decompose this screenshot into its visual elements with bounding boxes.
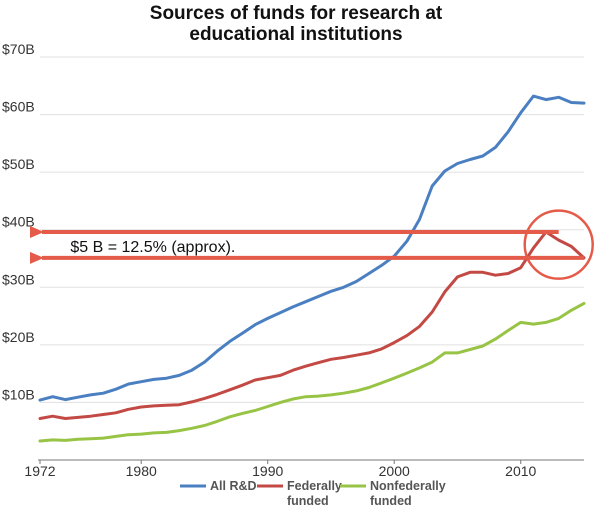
legend-label-federally-funded: Federally funded [287, 479, 342, 508]
x-tick-label: 2010 [505, 463, 536, 479]
y-tick-label: $70B [2, 41, 35, 57]
annotations: $5 B = 12.5% (approx). [30, 209, 594, 280]
series-line-nonfederally-funded [38, 301, 586, 443]
chart-title-line-2: educational institutions [189, 24, 402, 45]
chart-title-line-1: Sources of funds for research at [150, 3, 443, 24]
annotation-text: $5 B = 12.5% (approx). [70, 239, 235, 256]
y-tick-label: $30B [2, 271, 35, 287]
y-tick-label: $40B [2, 214, 35, 230]
x-tick-label: 1990 [252, 463, 283, 479]
series-line-federally-funded [38, 230, 586, 420]
x-tick-label: 2000 [379, 463, 410, 479]
series-line-all-r-d [38, 94, 586, 402]
x-tick-label: 1980 [126, 463, 157, 479]
y-tick-label: $20B [2, 329, 35, 345]
legend-label-all-r-d: All R&D [210, 479, 257, 493]
legend: All R&D Federally funded Nonfederally funded [180, 479, 446, 508]
y-tick-label: $50B [2, 156, 35, 172]
legend-label-nonfederally-funded: Nonfederally funded [370, 479, 446, 508]
x-axis: 1972 1980 1990 2000 2010 [24, 459, 584, 479]
y-axis-ticks: $10B $20B $30B $40B $50B $60B $70B [2, 41, 35, 402]
highlight-circle [523, 209, 594, 280]
y-tick-label: $60B [2, 99, 35, 115]
x-tick-label: 1972 [24, 463, 55, 479]
y-tick-label: $10B [2, 386, 35, 402]
series-lines [38, 94, 586, 443]
grid [40, 56, 584, 403]
